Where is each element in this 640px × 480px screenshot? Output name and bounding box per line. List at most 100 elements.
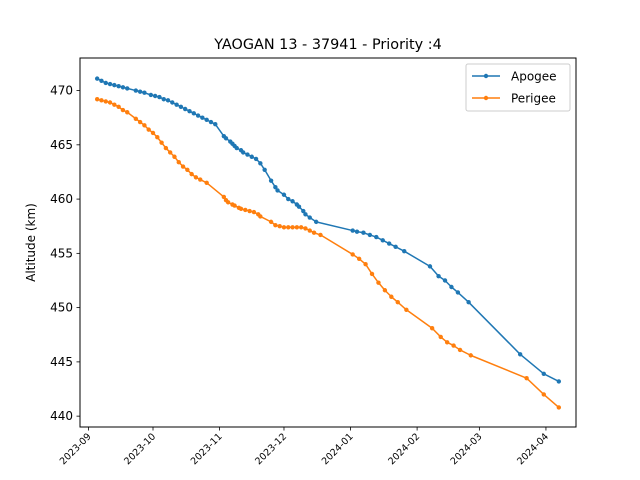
y-tick-label: 470 (50, 84, 73, 98)
data-point-apogee (161, 97, 166, 102)
data-point-apogee (268, 178, 274, 183)
y-axis-label: Altitude (km) (24, 203, 38, 282)
legend-marker-apogee (483, 73, 489, 79)
data-point-perigee (451, 343, 456, 348)
data-point-apogee (94, 76, 100, 81)
data-point-perigee (189, 171, 194, 177)
data-point-apogee (361, 230, 366, 235)
y-tick-label: 440 (50, 409, 73, 423)
y-tick-label: 460 (50, 192, 73, 206)
data-point-perigee (155, 135, 160, 140)
data-point-apogee (183, 106, 188, 112)
data-point-apogee (200, 115, 205, 120)
data-point-apogee (386, 241, 392, 246)
data-point-apogee (449, 284, 454, 290)
x-tick-label: 2024-01 (320, 431, 356, 467)
data-point-apogee (99, 78, 104, 83)
x-tick-label: 2024-03 (449, 431, 485, 467)
data-point-perigee (120, 107, 126, 113)
data-point-perigee (369, 271, 375, 277)
data-point-perigee (429, 326, 435, 331)
x-tick-label: 2023-10 (122, 431, 158, 467)
data-point-apogee (245, 152, 250, 157)
data-point-perigee (468, 353, 473, 358)
data-point-apogee (142, 90, 147, 95)
data-point-perigee (457, 347, 463, 353)
data-point-apogee (103, 80, 108, 86)
y-axis: 440 445 450 455 460 465 470 (50, 84, 80, 423)
data-point-apogee (170, 100, 175, 105)
data-point-perigee (232, 203, 237, 208)
data-point-perigee (395, 299, 400, 305)
data-point-perigee (137, 119, 143, 125)
series-layer (94, 76, 562, 410)
data-point-apogee (393, 244, 398, 250)
y-tick-label: 465 (50, 138, 73, 152)
data-point-perigee (225, 200, 231, 205)
x-tick-label: 2024-04 (515, 431, 551, 467)
x-axis: 2023-09 2023-10 2023-11 2023-12 2024-01 2024-… (58, 427, 551, 467)
data-point-perigee (133, 116, 139, 121)
data-point-perigee (180, 164, 186, 169)
data-point-apogee (116, 84, 121, 89)
data-point-apogee (301, 208, 306, 214)
data-point-perigee (176, 159, 181, 165)
legend-label-apogee: Apogee (511, 70, 557, 84)
data-point-perigee (277, 224, 282, 229)
data-point-apogee (125, 86, 130, 91)
data-point-perigee (541, 392, 546, 397)
data-point-perigee (238, 206, 244, 212)
data-point-apogee (174, 102, 179, 107)
data-point-perigee (268, 219, 274, 225)
y-tick-label: 445 (50, 355, 73, 369)
data-point-perigee (303, 226, 308, 231)
data-point-apogee (187, 108, 192, 114)
data-point-perigee (167, 150, 173, 155)
data-point-perigee (163, 145, 169, 151)
data-point-apogee (313, 219, 319, 225)
data-point-apogee (191, 111, 196, 116)
legend-items: Apogee Perigee (472, 70, 557, 106)
data-point-apogee (253, 156, 259, 162)
data-point-perigee (281, 225, 287, 230)
data-point-perigee (107, 100, 113, 105)
data-point-apogee (195, 113, 201, 118)
series-line-perigee (96, 98, 560, 409)
data-point-apogee (367, 232, 373, 238)
data-point-perigee (185, 167, 190, 172)
data-point-perigee (159, 140, 164, 145)
data-point-apogee (436, 273, 441, 279)
data-point-apogee (296, 204, 302, 209)
data-point-perigee (258, 214, 263, 219)
data-point-apogee (442, 278, 448, 283)
data-point-perigee (94, 97, 100, 102)
data-point-apogee (281, 192, 287, 197)
data-point-perigee (318, 232, 323, 238)
data-point-apogee (178, 104, 184, 110)
data-point-perigee (193, 175, 199, 180)
data-point-perigee (99, 98, 104, 103)
y-tick-label: 450 (50, 301, 73, 315)
series-line-apogee (96, 77, 560, 383)
data-point-perigee (350, 252, 355, 257)
data-point-apogee (273, 184, 278, 190)
data-point-perigee (125, 110, 130, 115)
data-point-perigee (204, 180, 209, 186)
data-point-perigee (243, 207, 248, 213)
data-point-perigee (444, 340, 450, 345)
data-point-apogee (307, 215, 312, 220)
data-point-apogee (240, 150, 246, 155)
data-point-apogee (234, 145, 239, 151)
data-point-perigee (103, 99, 108, 104)
data-point-apogee (249, 154, 254, 159)
data-point-perigee (290, 225, 295, 230)
data-point-perigee (150, 130, 156, 136)
data-point-apogee (556, 379, 562, 384)
data-point-perigee (273, 222, 278, 228)
data-point-perigee (251, 209, 257, 215)
data-point-perigee (286, 225, 291, 230)
plot-frame (79, 57, 577, 428)
data-point-apogee (208, 119, 214, 125)
data-point-perigee (438, 334, 443, 340)
